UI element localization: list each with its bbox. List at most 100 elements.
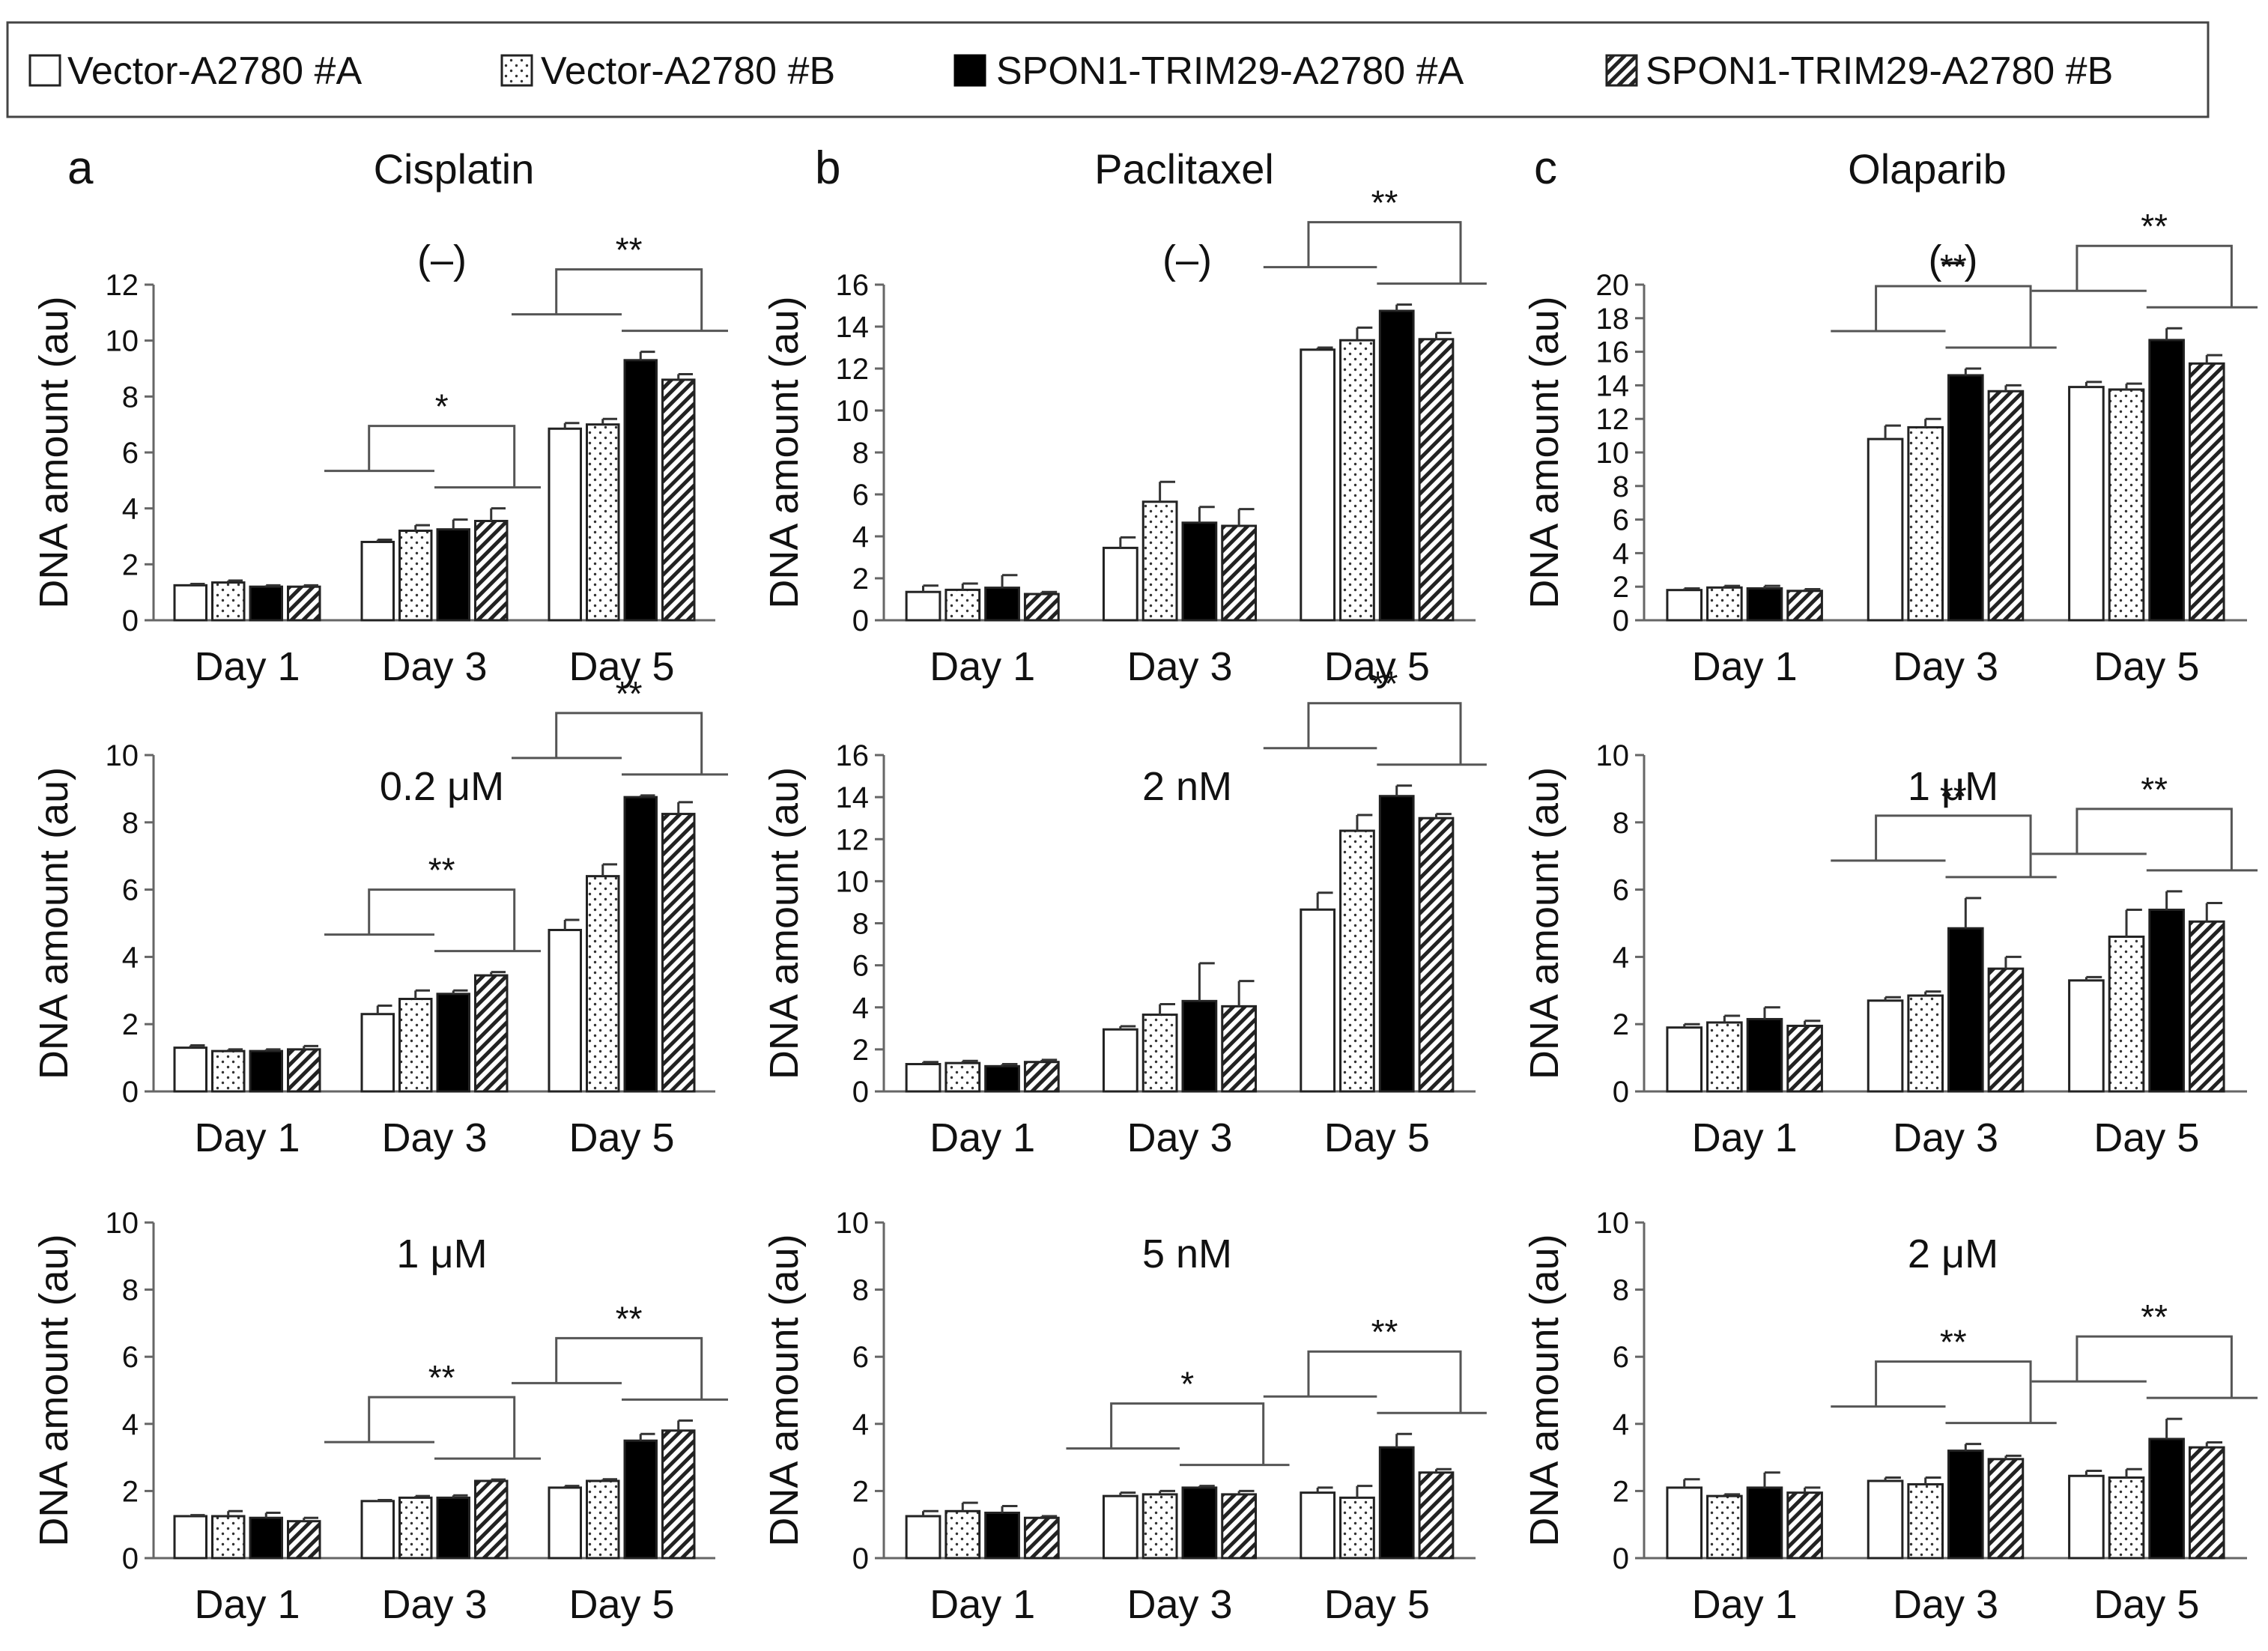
y-tick-label: 0 [852,1542,869,1575]
y-tick-label: 4 [852,992,869,1025]
y-tick-label: 0 [122,1076,139,1109]
significance-stars: ** [1371,184,1398,222]
legend-label-spon1-b: SPON1-TRIM29-A2780 #B [1646,49,2113,93]
significance-stars: ** [1371,1312,1398,1351]
y-tick-label: 4 [852,521,869,554]
significance-stars: ** [616,674,643,713]
x-tick-label: Day 5 [2093,644,2199,689]
bar [398,530,433,622]
x-tick-label: Day 5 [1324,644,1430,689]
bar [1339,339,1375,622]
y-tick-label: 10 [1596,1207,1630,1240]
x-tick-label: Day 1 [1692,644,1798,689]
bar [1378,309,1415,622]
y-axis-label: DNA amount (au) [1522,1234,1567,1546]
y-tick-label: 0 [1613,605,1629,637]
legend: Vector-A2780 #A Vector-A2780 #B SPON1-TR… [6,21,2210,118]
bar [548,427,582,622]
y-tick-label: 2 [852,1475,869,1508]
bar [436,993,470,1093]
bar [1947,927,1984,1093]
y-tick-label: 0 [852,605,869,637]
bar [2188,362,2225,622]
legend-label-vector-b: Vector-A2780 #B [541,49,835,93]
bar [1907,994,1944,1093]
bar [1141,1014,1178,1093]
bar [1102,546,1138,622]
x-tick-label: Day 3 [1127,1582,1232,1627]
y-axis-label: DNA amount (au) [762,767,807,1079]
bar [2148,909,2185,1093]
y-tick-label: 10 [1596,437,1630,470]
y-tick-label: 8 [1613,470,1629,503]
y-axis-label: DNA amount (au) [762,296,807,608]
y-tick-label: 4 [122,493,139,526]
bar [1746,1486,1783,1560]
y-tick-label: 6 [852,950,869,983]
panel-condition-title: (–) [1162,237,1212,282]
bar [2068,1474,2105,1560]
y-tick-label: 6 [122,1341,139,1374]
bar [586,423,620,622]
significance-stars: ** [1940,247,1967,286]
bar [2188,1446,2225,1560]
significance-stars: ** [1940,777,1967,816]
bar [211,1049,246,1093]
bar [1987,967,2025,1093]
significance-stars: ** [428,851,455,890]
x-tick-label: Day 3 [381,1582,487,1627]
bar [905,1063,942,1093]
y-tick-label: 8 [852,437,869,470]
bar [173,1515,207,1560]
y-tick-label: 16 [836,269,870,302]
y-tick-label: 4 [122,1408,139,1441]
y-tick-label: 6 [122,437,139,470]
y-tick-label: 12 [1596,403,1630,436]
significance-bracket [512,712,728,776]
bar [360,1500,395,1560]
y-tick-label: 2 [1613,1008,1629,1041]
x-tick-label: Day 3 [1893,644,1998,689]
significance-bracket [324,888,541,953]
bar [1023,1061,1060,1093]
x-tick-label: Day 1 [930,1582,1035,1627]
y-tick-label: 8 [852,1274,869,1307]
y-axis-label: DNA amount (au) [1522,767,1567,1079]
bar [2108,388,2145,622]
y-tick-label: 4 [1613,1408,1629,1441]
panel-condition-title: 0.2 μM [380,764,504,809]
bar [1867,999,1904,1093]
y-tick-label: 0 [122,1542,139,1575]
y-tick-label: 4 [852,1408,869,1441]
bar [661,813,696,1093]
panel-condition-title: 1 μM [1908,764,1998,809]
bar [398,1496,433,1560]
x-tick-label: Day 5 [2093,1115,2199,1160]
y-axis-label: DNA amount (au) [31,296,76,608]
bar [1706,586,1743,622]
x-tick-label: Day 5 [1324,1582,1430,1627]
y-tick-label: 14 [1596,369,1630,402]
y-tick-label: 2 [1613,1475,1629,1508]
x-tick-label: Day 1 [194,644,300,689]
chart-panel: 0 2 4 6 8 10 12 14 16 DNA amount (au) 2 nM Day 1 Day… [762,664,1487,1160]
significance-stars: ** [2141,207,2168,246]
y-tick-label: 6 [122,874,139,907]
bar [474,519,509,622]
significance-bracket [324,425,541,489]
significance-bracket [1263,221,1487,285]
x-tick-label: Day 5 [568,644,674,689]
y-tick-label: 4 [1613,537,1629,570]
y-tick-label: 2 [852,563,869,596]
x-tick-label: Day 3 [1893,1582,1998,1627]
bar [2068,386,2105,622]
y-tick-label: 20 [1596,269,1630,302]
y-tick-label: 10 [106,739,139,772]
bar [623,359,658,622]
panel-condition-title: 2 μM [1908,1232,1998,1276]
significance-stars: ** [2141,770,2168,809]
y-tick-label: 8 [122,381,139,413]
bar [398,998,433,1093]
chart-panel: 0 2 4 6 8 10 DNA amount (au) 1 μM Day 1 Day 3 Day … [31,1207,728,1627]
